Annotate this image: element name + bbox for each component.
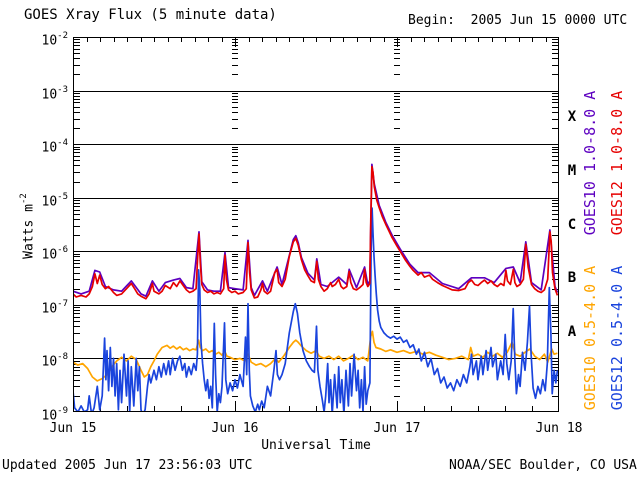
y-tick-label: 10-9 xyxy=(41,406,69,424)
y-tick-label: 10-7 xyxy=(41,298,69,317)
updated-timestamp: Updated 2005 Jun 17 23:56:03 UTC xyxy=(2,458,253,473)
legend-label: GOES10 0.5-4.0 A xyxy=(581,265,599,411)
flare-class-label: C xyxy=(567,216,577,233)
flare-class-label: X xyxy=(567,109,577,126)
x-tick-label: Jun 17 xyxy=(373,421,421,436)
x-tick-label: Jun 16 xyxy=(211,421,259,436)
legend-label: GOES10 1.0-8.0 A xyxy=(581,90,599,236)
y-tick-label: 10-3 xyxy=(41,84,69,102)
y-axis-title: Watts m-2 xyxy=(19,193,37,259)
flare-class-label: M xyxy=(567,162,577,179)
x-axis-title: Universal Time xyxy=(261,438,371,453)
credit-text: NOAA/SEC Boulder, CO USA xyxy=(449,458,637,473)
y-tick-label: 10-8 xyxy=(41,352,69,370)
y-tick-label: 10-2 xyxy=(41,31,69,49)
flare-class-label: B xyxy=(567,270,577,287)
y-tick-label: 10-5 xyxy=(41,191,69,210)
y-tick-label: 10-6 xyxy=(41,245,69,263)
begin-timestamp: Begin: 2005 Jun 15 0000 UTC xyxy=(408,13,628,28)
x-tick-label: Jun 18 xyxy=(535,421,583,436)
flare-class-label: A xyxy=(567,323,577,340)
y-tick-label: 10-4 xyxy=(41,138,69,156)
legend-label: GOES12 0.5-4.0 A xyxy=(608,265,626,411)
legend-label: GOES12 1.0-8.0 A xyxy=(608,90,626,236)
chart-title: GOES Xray Flux (5 minute data) xyxy=(24,7,277,23)
x-tick-label: Jun 15 xyxy=(49,421,97,436)
